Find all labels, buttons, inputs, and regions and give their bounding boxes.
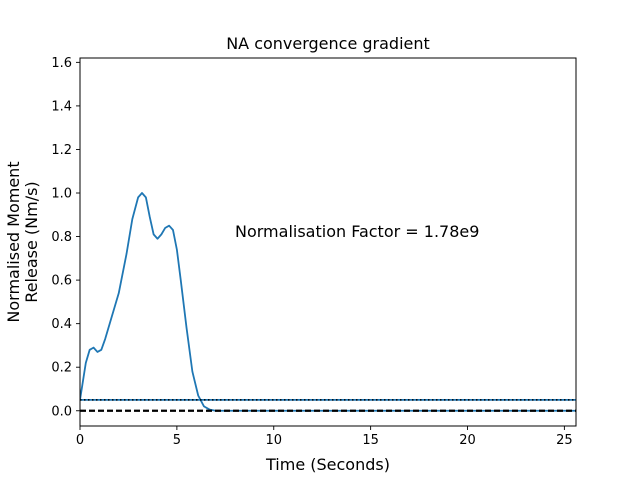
x-tick-label: 10	[265, 433, 282, 448]
x-axis-label: Time (Seconds)	[265, 455, 390, 474]
x-tick-label: 0	[76, 433, 84, 448]
y-tick-label: 0.6	[51, 274, 72, 289]
plot-lines	[80, 192, 576, 412]
y-tick-label: 1.6	[51, 56, 72, 71]
x-tick-label: 25	[556, 433, 573, 448]
y-tick-label: 0.8	[51, 230, 72, 245]
y-tick-label: 0.2	[51, 361, 72, 376]
y-tick-label: 1.0	[51, 187, 72, 202]
chart-title: NA convergence gradient	[226, 34, 430, 53]
y-axis-label-line-2: Release (Nm/s)	[22, 181, 41, 302]
y-tick-label: 1.4	[51, 99, 72, 114]
y-axis-label: Normalised Moment Release (Nm/s)	[4, 161, 41, 322]
x-tick-label: 5	[173, 433, 181, 448]
axis-ticks: 0 5 10 15 20 25 0.0 0.2 0.4 0.6 0.8 1.0 1.2 1.4 1.6	[51, 56, 572, 448]
plot-frame	[79, 57, 577, 427]
normalisation-annotation: Normalisation Factor = 1.78e9	[235, 222, 479, 241]
y-tick-label: 0.4	[51, 317, 72, 332]
y-axis-label-line-1: Normalised Moment	[4, 161, 23, 322]
x-tick-label: 15	[362, 433, 379, 448]
y-tick-label: 1.2	[51, 143, 72, 158]
x-tick-label: 20	[459, 433, 476, 448]
y-tick-label: 0.0	[51, 404, 72, 419]
